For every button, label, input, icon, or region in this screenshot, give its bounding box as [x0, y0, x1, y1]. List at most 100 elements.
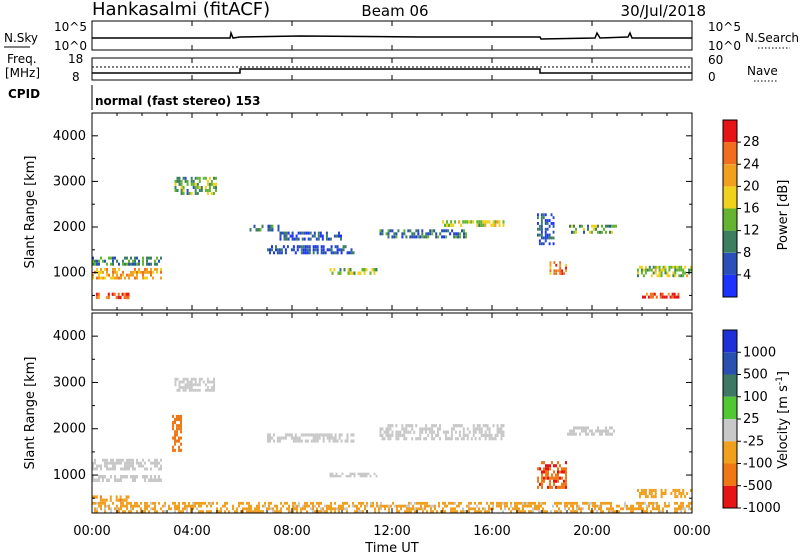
velocity-echo-cell	[684, 507, 686, 511]
power-echo-cell	[550, 236, 553, 240]
velocity-echo-cell	[444, 504, 446, 508]
freq-tick-bottom: 8	[72, 70, 80, 84]
velocity-echo-cell	[650, 510, 652, 513]
power-echo-cell	[425, 232, 428, 236]
velocity-echo-cell	[486, 501, 488, 505]
velocity-echo-cell	[395, 433, 398, 437]
velocity-echo-cell	[654, 495, 657, 499]
velocity-echo-cell	[288, 504, 290, 508]
power-echo-cell	[676, 268, 679, 272]
velocity-echo-cell	[130, 510, 132, 513]
velocity-echo-cell	[352, 504, 354, 508]
power-echo-cell	[690, 268, 692, 272]
power-echo-cell	[113, 292, 116, 296]
freq-trace	[92, 68, 692, 74]
velocity-echo-cell	[650, 501, 652, 505]
velocity-echo-cell	[330, 510, 332, 513]
velocity-echo-cell	[334, 433, 337, 437]
power-echo-cell	[279, 234, 282, 238]
velocity-echo-cell	[408, 510, 410, 513]
velocity-echo-cell	[92, 475, 94, 479]
velocity-echo-cell	[674, 507, 676, 511]
velocity-echo-cell	[660, 492, 663, 496]
power-echo-cell	[660, 268, 663, 272]
power-echo-cell	[644, 271, 647, 275]
power-echo-cell	[210, 182, 213, 186]
power-echo-cell	[575, 230, 577, 234]
velocity-echo-cell	[272, 507, 274, 511]
power-echo-cell	[607, 224, 609, 228]
velocity-echo-cell	[120, 501, 122, 505]
power-echo-cell	[196, 186, 199, 189]
velocity-echo-cell	[264, 504, 266, 508]
velocity-echo-cell	[606, 501, 608, 505]
velocity-echo-cell	[184, 504, 186, 508]
velocity-echo-cell	[100, 475, 102, 479]
velocity-echo-cell	[324, 433, 327, 437]
velocity-echo-cell	[212, 501, 214, 505]
velocity-echo-cell	[480, 510, 482, 513]
velocity-echo-cell	[176, 377, 179, 381]
velocity-echo-cell	[494, 433, 497, 437]
velocity-echo-cell	[676, 510, 678, 513]
power-echo-cell	[117, 292, 120, 296]
cpid-label: CPID	[8, 87, 40, 101]
velocity-echo-cell	[437, 427, 439, 431]
velocity-echo-cell	[559, 464, 561, 468]
velocity-echo-cell	[176, 430, 178, 434]
velocity-echo-cell	[128, 501, 130, 505]
power-echo-cell	[480, 220, 483, 224]
power-echo-cell	[338, 248, 341, 252]
velocity-echo-cell	[412, 507, 414, 511]
velocity-echo-cell	[387, 430, 390, 434]
velocity-echo-cell	[180, 421, 182, 425]
power-echo-cell	[569, 224, 571, 228]
power-echo-cell	[190, 192, 193, 195]
velocity-echo-cell	[213, 388, 215, 392]
velocity-echo-cell	[206, 510, 208, 513]
power-echo-cell	[651, 295, 654, 299]
velocity-echo-cell	[334, 439, 337, 443]
power-echo-cell	[249, 228, 252, 232]
velocity-echo-cell	[326, 504, 328, 508]
power-echo-cell	[110, 256, 112, 260]
time-tick-label: 08:00	[273, 524, 310, 539]
velocity-echo-cell	[554, 501, 556, 505]
velocity-echo-cell	[537, 485, 539, 489]
velocity-echo-cell	[408, 504, 410, 508]
velocity-echo-cell	[551, 473, 553, 477]
velocity-echo-cell	[124, 504, 126, 508]
power-echo-cell	[314, 248, 317, 252]
velocity-echo-cell	[304, 439, 307, 443]
power-echo-cell	[347, 271, 350, 275]
velocity-echo-cell	[98, 501, 100, 505]
velocity-echo-cell	[115, 495, 118, 499]
power-echo-cell	[575, 227, 577, 231]
velocity-echo-cell	[610, 507, 612, 511]
velocity-echo-cell	[572, 510, 574, 513]
power-echo-cell	[306, 248, 309, 252]
velocity-echo-cell	[565, 473, 567, 477]
velocity-echo-cell	[180, 427, 182, 431]
velocity-echo-cell	[630, 507, 632, 511]
velocity-echo-cell	[198, 388, 201, 392]
power-colorbar-segment	[723, 142, 737, 165]
velocity-echo-cell	[558, 501, 560, 505]
velocity-echo-cell	[600, 510, 602, 513]
power-echo-cell	[466, 220, 469, 224]
power-echo-cell	[431, 229, 434, 233]
velocity-echo-cell	[284, 433, 287, 437]
velocity-echo-cell	[396, 504, 398, 508]
velocity-echo-cell	[528, 501, 530, 505]
velocity-echo-cell	[132, 475, 134, 479]
power-echo-cell	[652, 265, 655, 269]
velocity-echo-cell	[342, 501, 344, 505]
velocity-echo-cell	[624, 504, 626, 508]
power-echo-cell	[182, 189, 185, 192]
velocity-echo-cell	[638, 504, 640, 508]
velocity-echo-cell	[208, 388, 211, 392]
power-echo-cell	[652, 271, 655, 275]
velocity-echo-cell	[258, 510, 260, 513]
velocity-echo-cell	[176, 414, 178, 418]
velocity-echo-cell	[580, 510, 582, 513]
